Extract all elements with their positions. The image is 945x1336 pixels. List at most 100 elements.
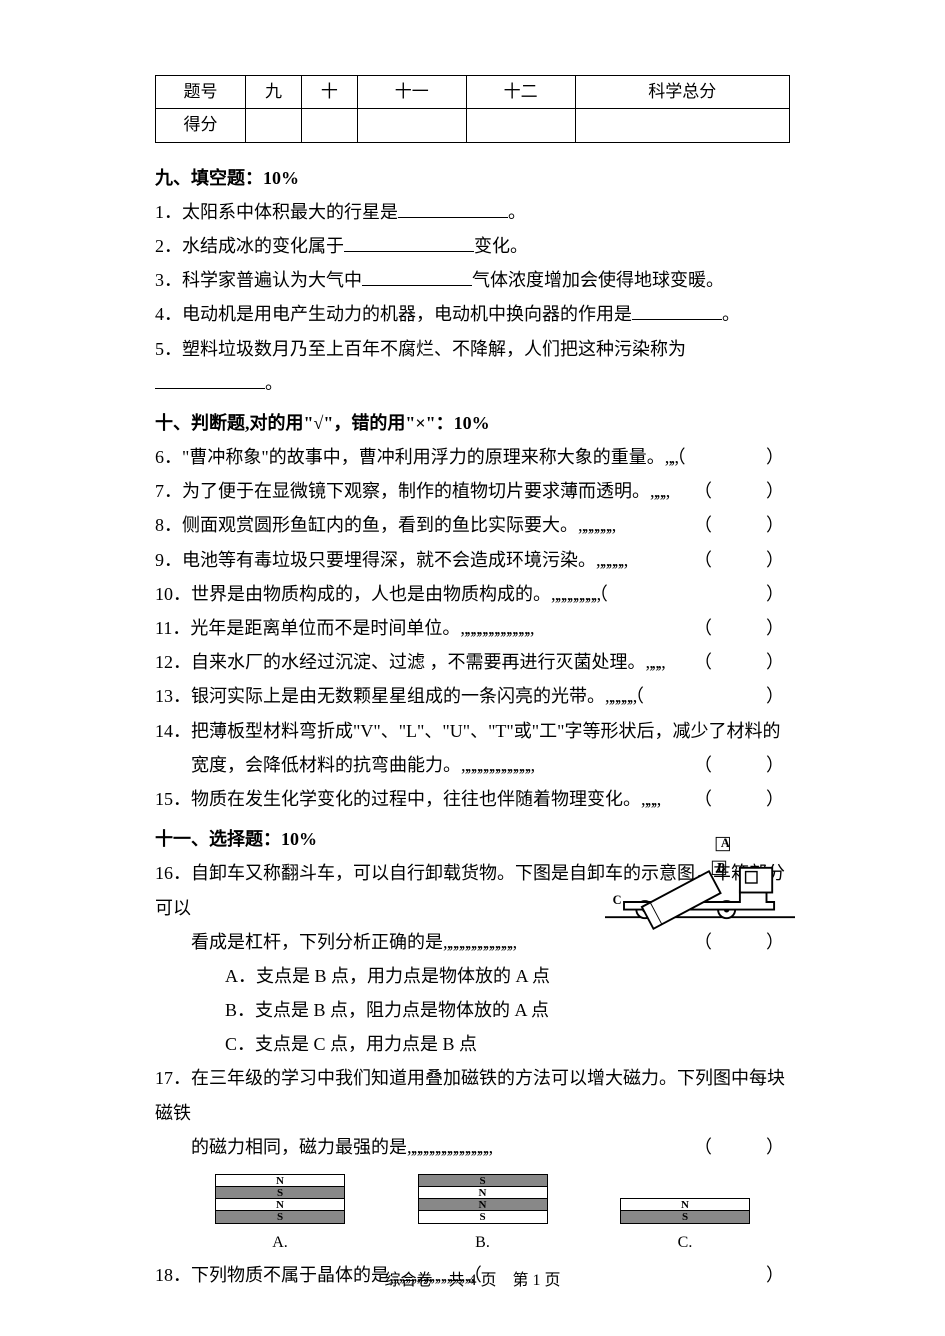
- q7: 7．为了便于在显微镜下观察，制作的植物切片要求薄而透明。„„„ （ ）: [155, 474, 790, 508]
- td-total: [575, 109, 790, 142]
- mag-c-p1: N: [621, 1199, 749, 1211]
- q10-dots: „„„„„„„„（: [551, 584, 606, 604]
- q2: 2．水结成冰的变化属于变化。: [155, 229, 790, 263]
- truck-label-c: C: [613, 893, 622, 907]
- q2-blank: [344, 232, 474, 252]
- th-11: 十一: [357, 76, 466, 109]
- mag-b-p2: N: [419, 1187, 547, 1199]
- q6: 6．"曹冲称象"的故事中，曹冲利用浮力的原理来称大象的重量。„„（ ）: [155, 440, 790, 474]
- th-label: 题号: [156, 76, 246, 109]
- td-score-label: 得分: [156, 109, 246, 142]
- th-10: 十: [301, 76, 357, 109]
- mag-a-p1: N: [216, 1175, 344, 1187]
- mag-b-label: B.: [418, 1228, 548, 1258]
- q9-paren: （ ）: [694, 543, 790, 577]
- mag-a-p4: S: [216, 1211, 344, 1223]
- q13-text: 13．银河实际上是由无数颗星星组成的一条闪亮的光带。: [155, 686, 605, 706]
- q8-text: 8．侧面观赏圆形鱼缸内的鱼，看到的鱼比实际要大。: [155, 515, 578, 535]
- mag-c-label: C.: [620, 1228, 750, 1258]
- mag-b-p4: S: [419, 1211, 547, 1223]
- mag-a-p2: S: [216, 1187, 344, 1199]
- q15: 15．物质在发生化学变化的过程中，往往也伴随着物理变化。„„„ （ ）: [155, 782, 790, 816]
- magnet-b: S N N S B.: [418, 1174, 548, 1258]
- q15-dots: „„„: [641, 789, 659, 809]
- q5-text-b: 。: [265, 373, 283, 393]
- q13-paren: ）: [718, 679, 790, 713]
- q13-dots: „„„„„（: [605, 686, 642, 706]
- truck-label-b: B: [717, 861, 725, 875]
- q10: 10．世界是由物质构成的，人也是由物质构成的。„„„„„„„„（ ）: [155, 577, 790, 611]
- q17-text-b: 的磁力相同，磁力最强的是: [191, 1137, 407, 1157]
- q6-dots: „„（: [665, 447, 684, 467]
- q7-dots: „„„: [650, 481, 668, 501]
- q9-text: 9．电池等有毒垃圾只要埋得深，就不会造成环境污染。: [155, 550, 596, 570]
- q16-dots: „„„„„„„„„„„„: [443, 932, 515, 952]
- q10-text: 10．世界是由物质构成的，人也是由物质构成的。: [155, 584, 551, 604]
- q3: 3．科学家普遍认为大气中 气体浓度增加会使得地球变暖。: [155, 263, 790, 297]
- th-9: 九: [246, 76, 302, 109]
- q8-dots: „„„„„„: [578, 515, 614, 535]
- q14b: 宽度，会降低材料的抗弯曲能力。„„„„„„„„„„„„ （ ）: [155, 748, 790, 782]
- td-9: [246, 109, 302, 142]
- q6-text: 6．"曹冲称象"的故事中，曹冲利用浮力的原理来称大象的重量。: [155, 447, 665, 467]
- mag-a-label: A.: [215, 1228, 345, 1258]
- q15-paren: （ ）: [694, 782, 790, 816]
- td-11: [357, 109, 466, 142]
- q5: 5．塑料垃圾数月乃至上百年不腐烂、不降解，人们把这种污染称为。: [155, 332, 790, 400]
- q12-paren: （ ）: [694, 645, 790, 679]
- q13: 13．银河实际上是由无数颗星星组成的一条闪亮的光带。„„„„„（ ）: [155, 679, 790, 713]
- q14-text-b: 宽度，会降低材料的抗弯曲能力。: [191, 755, 461, 775]
- q1-blank: [398, 198, 508, 218]
- q11-text: 11．光年是距离单位而不是时间单位。: [155, 618, 460, 638]
- q4-text-a: 4．电动机是用电产生动力的机器，电动机中换向器的作用是: [155, 304, 632, 324]
- q14-dots: „„„„„„„„„„„„: [461, 755, 533, 775]
- q4-blank: [632, 301, 722, 321]
- q2-text-a: 2．水结成冰的变化属于: [155, 236, 344, 256]
- q15-text: 15．物质在发生化学变化的过程中，往往也伴随着物理变化。: [155, 789, 641, 809]
- mag-b-p3: N: [419, 1199, 547, 1211]
- section-9-title: 九、填空题：10%: [155, 161, 790, 195]
- q14: 14．把薄板型材料弯折成"V"、"L"、"U"、"T"或"工"字等形状后，减少了…: [155, 714, 790, 748]
- q16-text-b: 看成是杠杆，下列分析正确的是: [191, 932, 443, 952]
- magnets-row: N S N S A. S N N S B. N S C.: [215, 1174, 750, 1258]
- q5-text-a: 5．塑料垃圾数月乃至上百年不腐烂、不降解，人们把这种污染称为: [155, 339, 686, 359]
- q9: 9．电池等有毒垃圾只要埋得深，就不会造成环境污染。„„„„„（ ）: [155, 543, 790, 577]
- q14-paren: （ ）: [694, 748, 790, 782]
- mag-a-p3: N: [216, 1199, 344, 1211]
- q8-paren: （ ）: [694, 508, 790, 542]
- q3-text-a: 3．科学家普遍认为大气中: [155, 270, 362, 290]
- th-total: 科学总分: [575, 76, 790, 109]
- th-12: 十二: [466, 76, 575, 109]
- td-10: [301, 109, 357, 142]
- q10-paren: ）: [718, 577, 790, 611]
- q7-text: 7．为了便于在显微镜下观察，制作的植物切片要求薄而透明。: [155, 481, 650, 501]
- q4: 4．电动机是用电产生动力的机器，电动机中换向器的作用是 。: [155, 297, 790, 331]
- q17-paren: （ ）: [694, 1130, 790, 1164]
- q3-text-b: 气体浓度增加会使得地球变暖。: [472, 270, 724, 290]
- q11: 11．光年是距离单位而不是时间单位。„„„„„„„„„„„„（ ）: [155, 611, 790, 645]
- q7-paren: （ ）: [694, 474, 790, 508]
- magnet-a: N S N S A.: [215, 1174, 345, 1258]
- truck-diagram: A B C: [605, 833, 795, 933]
- truck-label-a: A: [721, 836, 730, 850]
- q17a: 17．在三年级的学习中我们知道用叠加磁铁的方法可以增大磁力。下列图中每块磁铁: [155, 1061, 790, 1129]
- q11-dots: „„„„„„„„„„„„: [460, 618, 532, 638]
- q3-blank: [362, 266, 472, 286]
- page-footer: 综合卷 共 4 页 第 1 页: [0, 1266, 945, 1296]
- q1: 1．太阳系中体积最大的行星是。: [155, 195, 790, 229]
- q4-text-b: 。: [722, 304, 740, 324]
- q8: 8．侧面观赏圆形鱼缸内的鱼，看到的鱼比实际要大。„„„„„„ （ ）: [155, 508, 790, 542]
- q12-dots: „„„: [646, 652, 664, 672]
- q12-text: 12．自来水厂的水经过沉淀、过滤 ，不需要再进行灭菌处理。: [155, 652, 646, 672]
- magnet-c: N S C.: [620, 1198, 750, 1258]
- q16-opt-c: C．支点是 C 点，用力点是 B 点: [155, 1027, 790, 1061]
- q14-text-a: 14．把薄板型材料弯折成"V"、"L"、"U"、"T"或"工"字等形状后，减少了…: [155, 721, 780, 741]
- score-table: 题号 九 十 十一 十二 科学总分 得分: [155, 75, 790, 143]
- q12: 12．自来水厂的水经过沉淀、过滤 ，不需要再进行灭菌处理。„„„ （ ）: [155, 645, 790, 679]
- mag-c-p2: S: [621, 1211, 749, 1223]
- mag-b-p1: S: [419, 1175, 547, 1187]
- section-10-title: 十、判断题,对的用"√"，错的用"×"：10%: [155, 406, 790, 440]
- q16-opt-a: A．支点是 B 点，用力点是物体放的 A 点: [155, 959, 790, 993]
- q5-blank: [155, 369, 265, 389]
- q16-opt-b: B．支点是 B 点，阻力点是物体放的 A 点: [155, 993, 790, 1027]
